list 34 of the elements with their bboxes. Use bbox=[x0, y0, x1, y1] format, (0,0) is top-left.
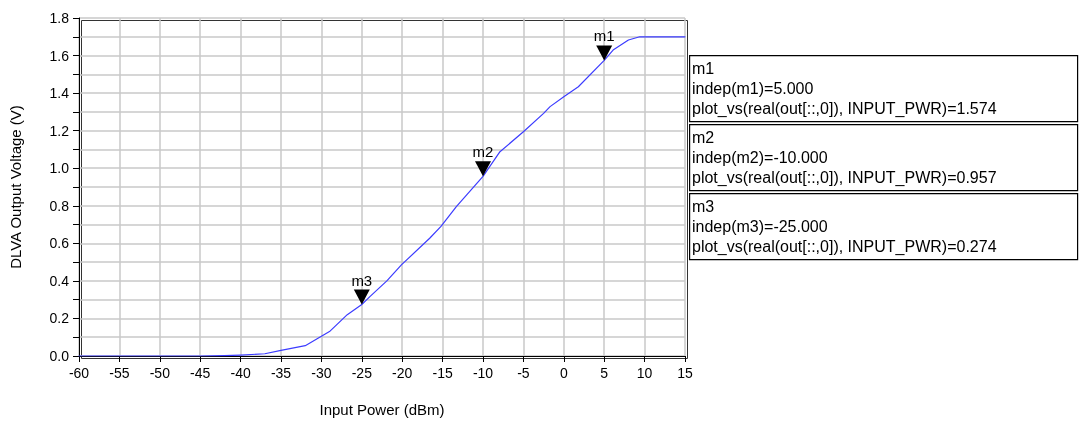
y-tick-label: 1.2 bbox=[49, 122, 70, 139]
text: m1 indep(m1)=5.000 plot_vs(real(out[::,0]), INPUT_PWR)=1.574 bbox=[692, 59, 997, 118]
annotation: m1 bbox=[593, 27, 615, 45]
y-tick-label: 0.8 bbox=[49, 197, 70, 214]
y-tick-label: 1.8 bbox=[49, 10, 70, 26]
x-tick-label: 0 bbox=[559, 365, 568, 381]
y-tick-label: 0.6 bbox=[49, 235, 70, 252]
x-tick-label: -35 bbox=[270, 365, 292, 381]
x-tick-label: -10 bbox=[472, 365, 494, 381]
x-axis-title: Input Power (dBm) bbox=[319, 401, 445, 418]
x-tick-label: 5 bbox=[600, 365, 609, 381]
x-tick-label: -20 bbox=[392, 365, 413, 381]
x-tick-label: 10 bbox=[636, 365, 653, 381]
x-tick-label: -25 bbox=[351, 365, 373, 381]
x-tick-label: -30 bbox=[311, 365, 332, 381]
y-tick-label: 1.0 bbox=[49, 160, 70, 177]
y-tick-label: 0.0 bbox=[49, 348, 70, 364]
y-axis-title: DLVA Output Voltage (V) bbox=[7, 105, 24, 269]
x-tick-label: -5 bbox=[517, 365, 530, 381]
x-tick-label: -60 bbox=[68, 365, 90, 381]
y-tick-label: 0.2 bbox=[49, 310, 70, 327]
x-tick-label: 15 bbox=[677, 365, 693, 381]
annotation: m3 bbox=[351, 271, 373, 289]
x-tick-label: -55 bbox=[109, 365, 130, 381]
x-tick-label: -45 bbox=[190, 365, 211, 381]
annotation: m2 bbox=[472, 143, 494, 161]
x-tick-label: -15 bbox=[432, 365, 453, 381]
y-tick-label: 1.6 bbox=[49, 47, 70, 64]
y-tick-label: 1.4 bbox=[49, 85, 70, 102]
text: m3 indep(m3)=-25.000 plot_vs(real(out[::,0]), INPUT_PWR)=0.274 bbox=[692, 197, 997, 256]
x-tick-label: -50 bbox=[149, 365, 171, 381]
text: m2 indep(m2)=-10.000 plot_vs(real(out[::,0]), INPUT_PWR)=0.957 bbox=[692, 128, 997, 187]
y-tick-label: 0.4 bbox=[49, 272, 70, 289]
x-tick-label: -40 bbox=[230, 365, 251, 381]
